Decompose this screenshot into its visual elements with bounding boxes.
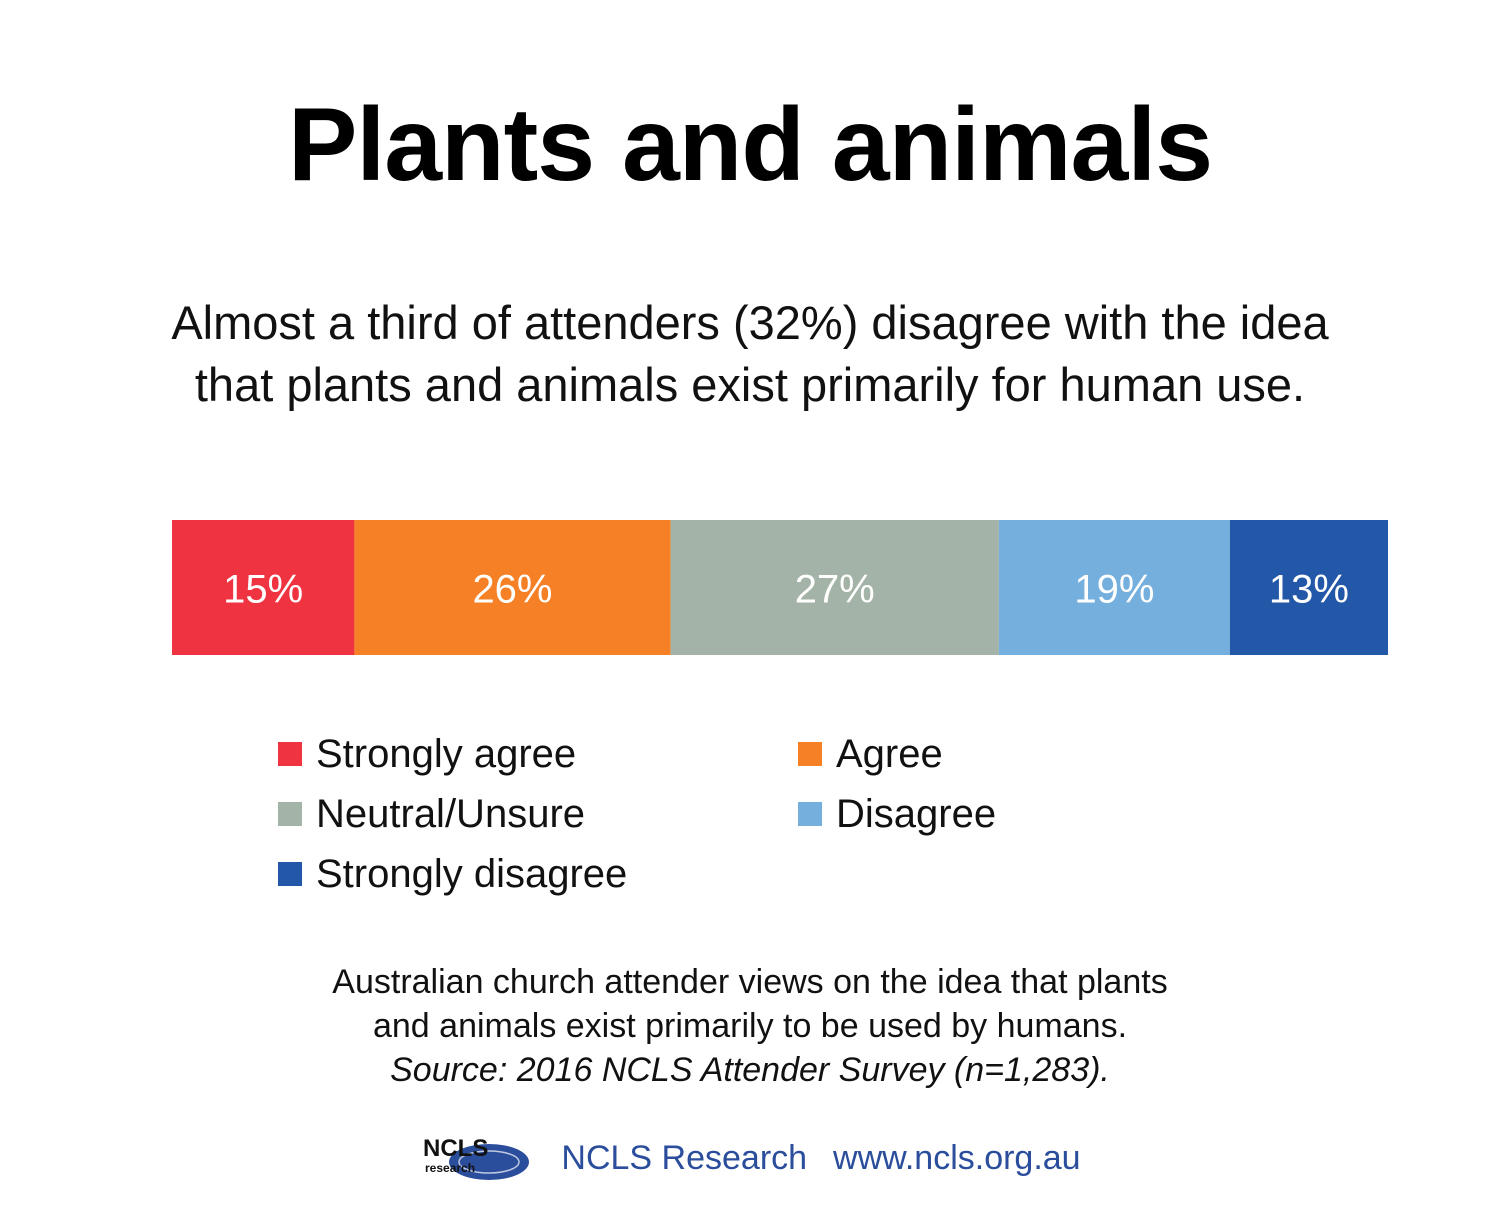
- legend-label: Agree: [836, 732, 943, 776]
- bar-segment-neutral-unsure: [670, 520, 999, 655]
- legend-swatch: [278, 862, 302, 886]
- data-label-neutral-unsure: 27%: [795, 568, 875, 612]
- chart-title: Plants and animals: [287, 87, 1213, 203]
- bar-segment-agree: [354, 520, 671, 655]
- stacked-bar-chart: 15% 26% 27% 19% 13%: [172, 520, 1388, 655]
- legend-swatch: [278, 802, 302, 826]
- org-name: NCLS Research: [561, 1138, 808, 1177]
- subtitle-line: Almost a third of attenders (32%) disagr…: [171, 296, 1329, 349]
- legend-label: Disagree: [836, 792, 997, 836]
- legend-swatch: [278, 742, 302, 766]
- data-label-agree: 26%: [472, 568, 552, 612]
- legend-swatch: [798, 742, 822, 766]
- legend-label: Strongly agree: [316, 732, 577, 776]
- bar-segment-strongly-agree: [172, 520, 355, 655]
- legend-item: Neutral/Unsure: [278, 788, 798, 840]
- chart-subtitle: Almost a third of attenders (32%) disagr…: [0, 292, 1500, 416]
- data-label-disagree: 19%: [1074, 568, 1154, 612]
- source-note: Source: 2016 NCLS Attender Survey (n=1,2…: [390, 1051, 1110, 1089]
- subtitle-line: that plants and animals exist primarily …: [194, 358, 1306, 411]
- svg-text:research: research: [425, 1161, 475, 1175]
- data-label-strongly-agree: 15%: [223, 568, 303, 612]
- legend-item: Agree: [798, 728, 1098, 780]
- chart-legend: Strongly agree Agree Neutral/Unsure Disagre…: [278, 728, 1098, 900]
- ncls-logo: NCLS research: [423, 1135, 530, 1180]
- legend-item: Strongly disagree: [278, 848, 798, 900]
- legend-label: Neutral/Unsure: [316, 792, 586, 836]
- data-label-strongly-disagree: 13%: [1269, 568, 1349, 612]
- website-link[interactable]: www.ncls.org.au: [833, 1138, 1081, 1177]
- legend-item: Strongly agree: [278, 728, 798, 780]
- footer: NCLS research NCLS Research www.ncls.org…: [0, 1132, 1500, 1184]
- bar-segment-strongly-disagree: [1229, 520, 1388, 655]
- caption-line: Australian church attender views on the …: [332, 963, 1168, 1001]
- legend-swatch: [798, 802, 822, 826]
- bar-segment-disagree: [998, 520, 1230, 655]
- svg-text:NCLS: NCLS: [423, 1135, 488, 1162]
- legend-item: Disagree: [798, 788, 1098, 840]
- legend-label: Strongly disagree: [316, 852, 628, 896]
- chart-caption: Australian church attender views on the …: [0, 960, 1500, 1092]
- caption-line: and animals exist primarily to be used b…: [372, 1007, 1128, 1045]
